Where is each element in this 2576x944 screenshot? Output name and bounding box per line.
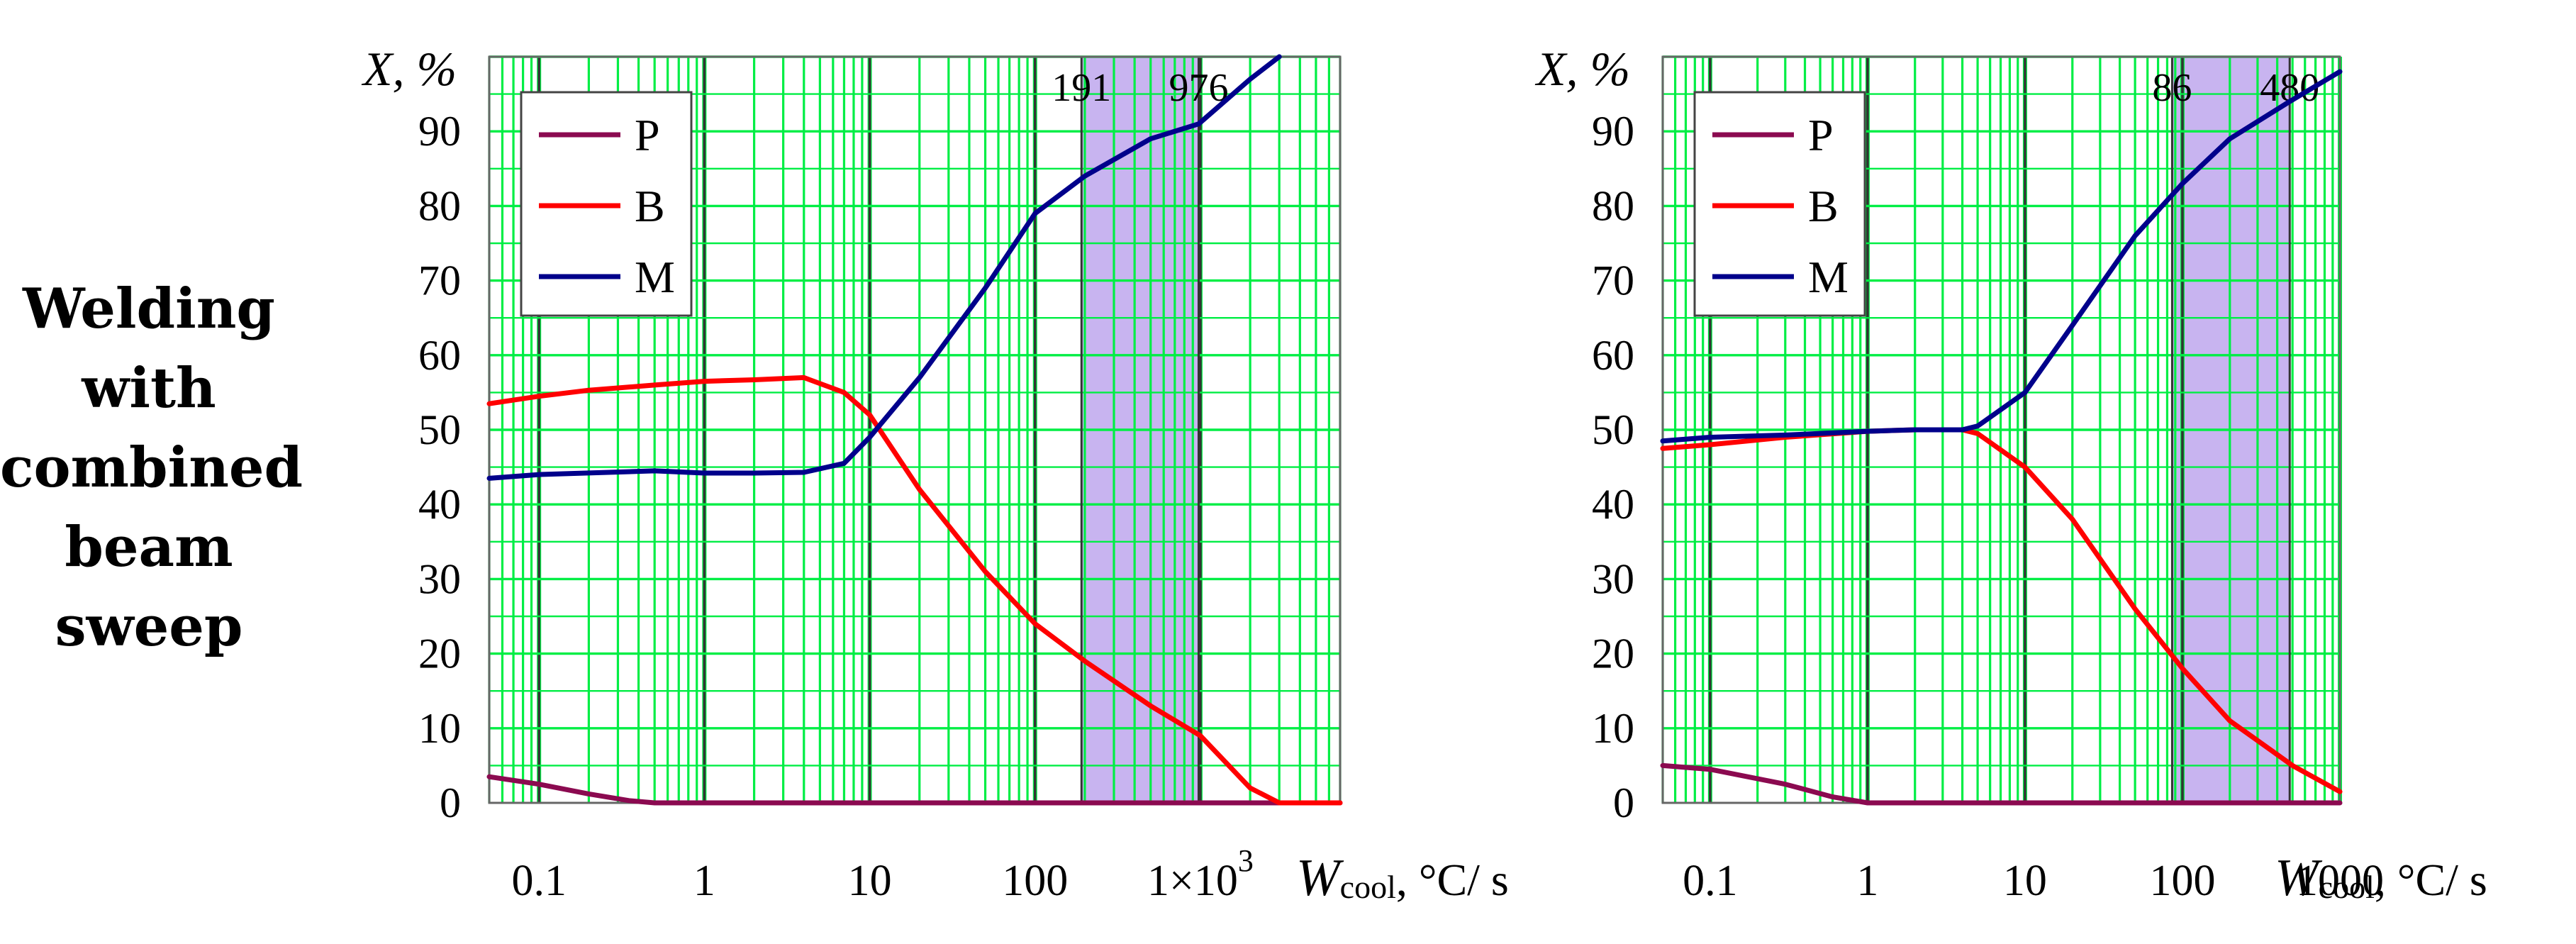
y-tick-label: 50 <box>418 406 461 453</box>
y-axis-label: X, % <box>1534 42 1630 96</box>
legend-label: M <box>1808 252 1849 302</box>
x-axis-unit: , °C/ s <box>2375 855 2487 905</box>
x-axis-unit: , °C/ s <box>1396 855 1509 905</box>
series-line-M <box>1660 69 2343 444</box>
x-axis-subscript: cool <box>2319 869 2375 905</box>
y-axis-label: X, % <box>361 42 457 96</box>
x-axis-subscript: cool <box>1340 869 1396 905</box>
x-tick-exponent: 3 <box>1238 843 1254 878</box>
y-tick-label: 80 <box>1592 182 1634 229</box>
band-label: 976 <box>1169 66 1228 110</box>
x-axis-label: Wcool, °C/ s <box>1296 849 1509 907</box>
x-tick-label: 100 <box>2149 857 2215 905</box>
legend-label: P <box>635 110 660 160</box>
x-tick-label: 0.1 <box>1683 857 1738 905</box>
legend-label: B <box>635 181 665 231</box>
y-tick-label: 0 <box>1613 779 1634 826</box>
y-tick-label: 10 <box>418 705 461 752</box>
series-line-P <box>1660 762 2343 806</box>
row-label-line: sweep <box>55 594 243 659</box>
x-tick-label: 100 <box>1002 857 1068 905</box>
y-tick-label: 90 <box>1592 108 1634 155</box>
x-axis-label: Wcool, °C/ s <box>2275 849 2487 907</box>
x-axis-symbol: W <box>1296 849 1344 907</box>
y-tick-label: 10 <box>1592 705 1634 752</box>
x-tick-label: 0.1 <box>511 857 567 905</box>
x-tick-label: 1 <box>1856 857 1878 905</box>
band-label: 191 <box>1052 66 1111 110</box>
y-tick-label: 60 <box>418 332 461 379</box>
series-line-P <box>486 774 1343 806</box>
y-tick-label: 30 <box>418 555 461 602</box>
row-label-line: beam <box>65 515 233 579</box>
x-tick-label: 10 <box>2003 857 2047 905</box>
legend-label: B <box>1808 181 1839 231</box>
x-tick-label: 1×103 <box>1147 843 1254 905</box>
series-line-B <box>486 374 1343 806</box>
y-tick-label: 70 <box>418 257 461 304</box>
x-tick-label: 10 <box>848 857 892 905</box>
row-label-line: Welding <box>23 277 275 341</box>
y-tick-label: 40 <box>1592 481 1634 528</box>
x-tick-label: 1000 <box>2296 857 2384 905</box>
series-line-M <box>486 54 1282 481</box>
legend-label: P <box>1808 110 1834 160</box>
y-tick-label: 60 <box>1592 332 1634 379</box>
legend-label: M <box>635 252 675 302</box>
row-label-line: combined <box>0 435 303 500</box>
y-tick-label: 80 <box>418 182 461 229</box>
row-label-line: with <box>82 356 216 421</box>
y-tick-label: 30 <box>1592 555 1634 602</box>
y-tick-label: 90 <box>418 108 461 155</box>
chart-1: 191 976 0 10 20 30 40 50 60 70 80 90 X, % 0.1 1 10 100 1×… <box>361 42 1509 907</box>
y-tick-label: 20 <box>418 631 461 677</box>
x-axis-symbol: W <box>2275 849 2323 907</box>
y-tick-label: 50 <box>1592 406 1634 453</box>
y-tick-label: 0 <box>440 779 461 826</box>
y-tick-label: 20 <box>1592 631 1634 677</box>
y-tick-label: 40 <box>418 481 461 528</box>
x-tick-label: 1 <box>693 857 715 905</box>
band-label: 86 <box>2152 66 2192 110</box>
y-tick-label: 70 <box>1592 257 1634 304</box>
row-label: Welding with combined beam sweep <box>0 270 303 667</box>
